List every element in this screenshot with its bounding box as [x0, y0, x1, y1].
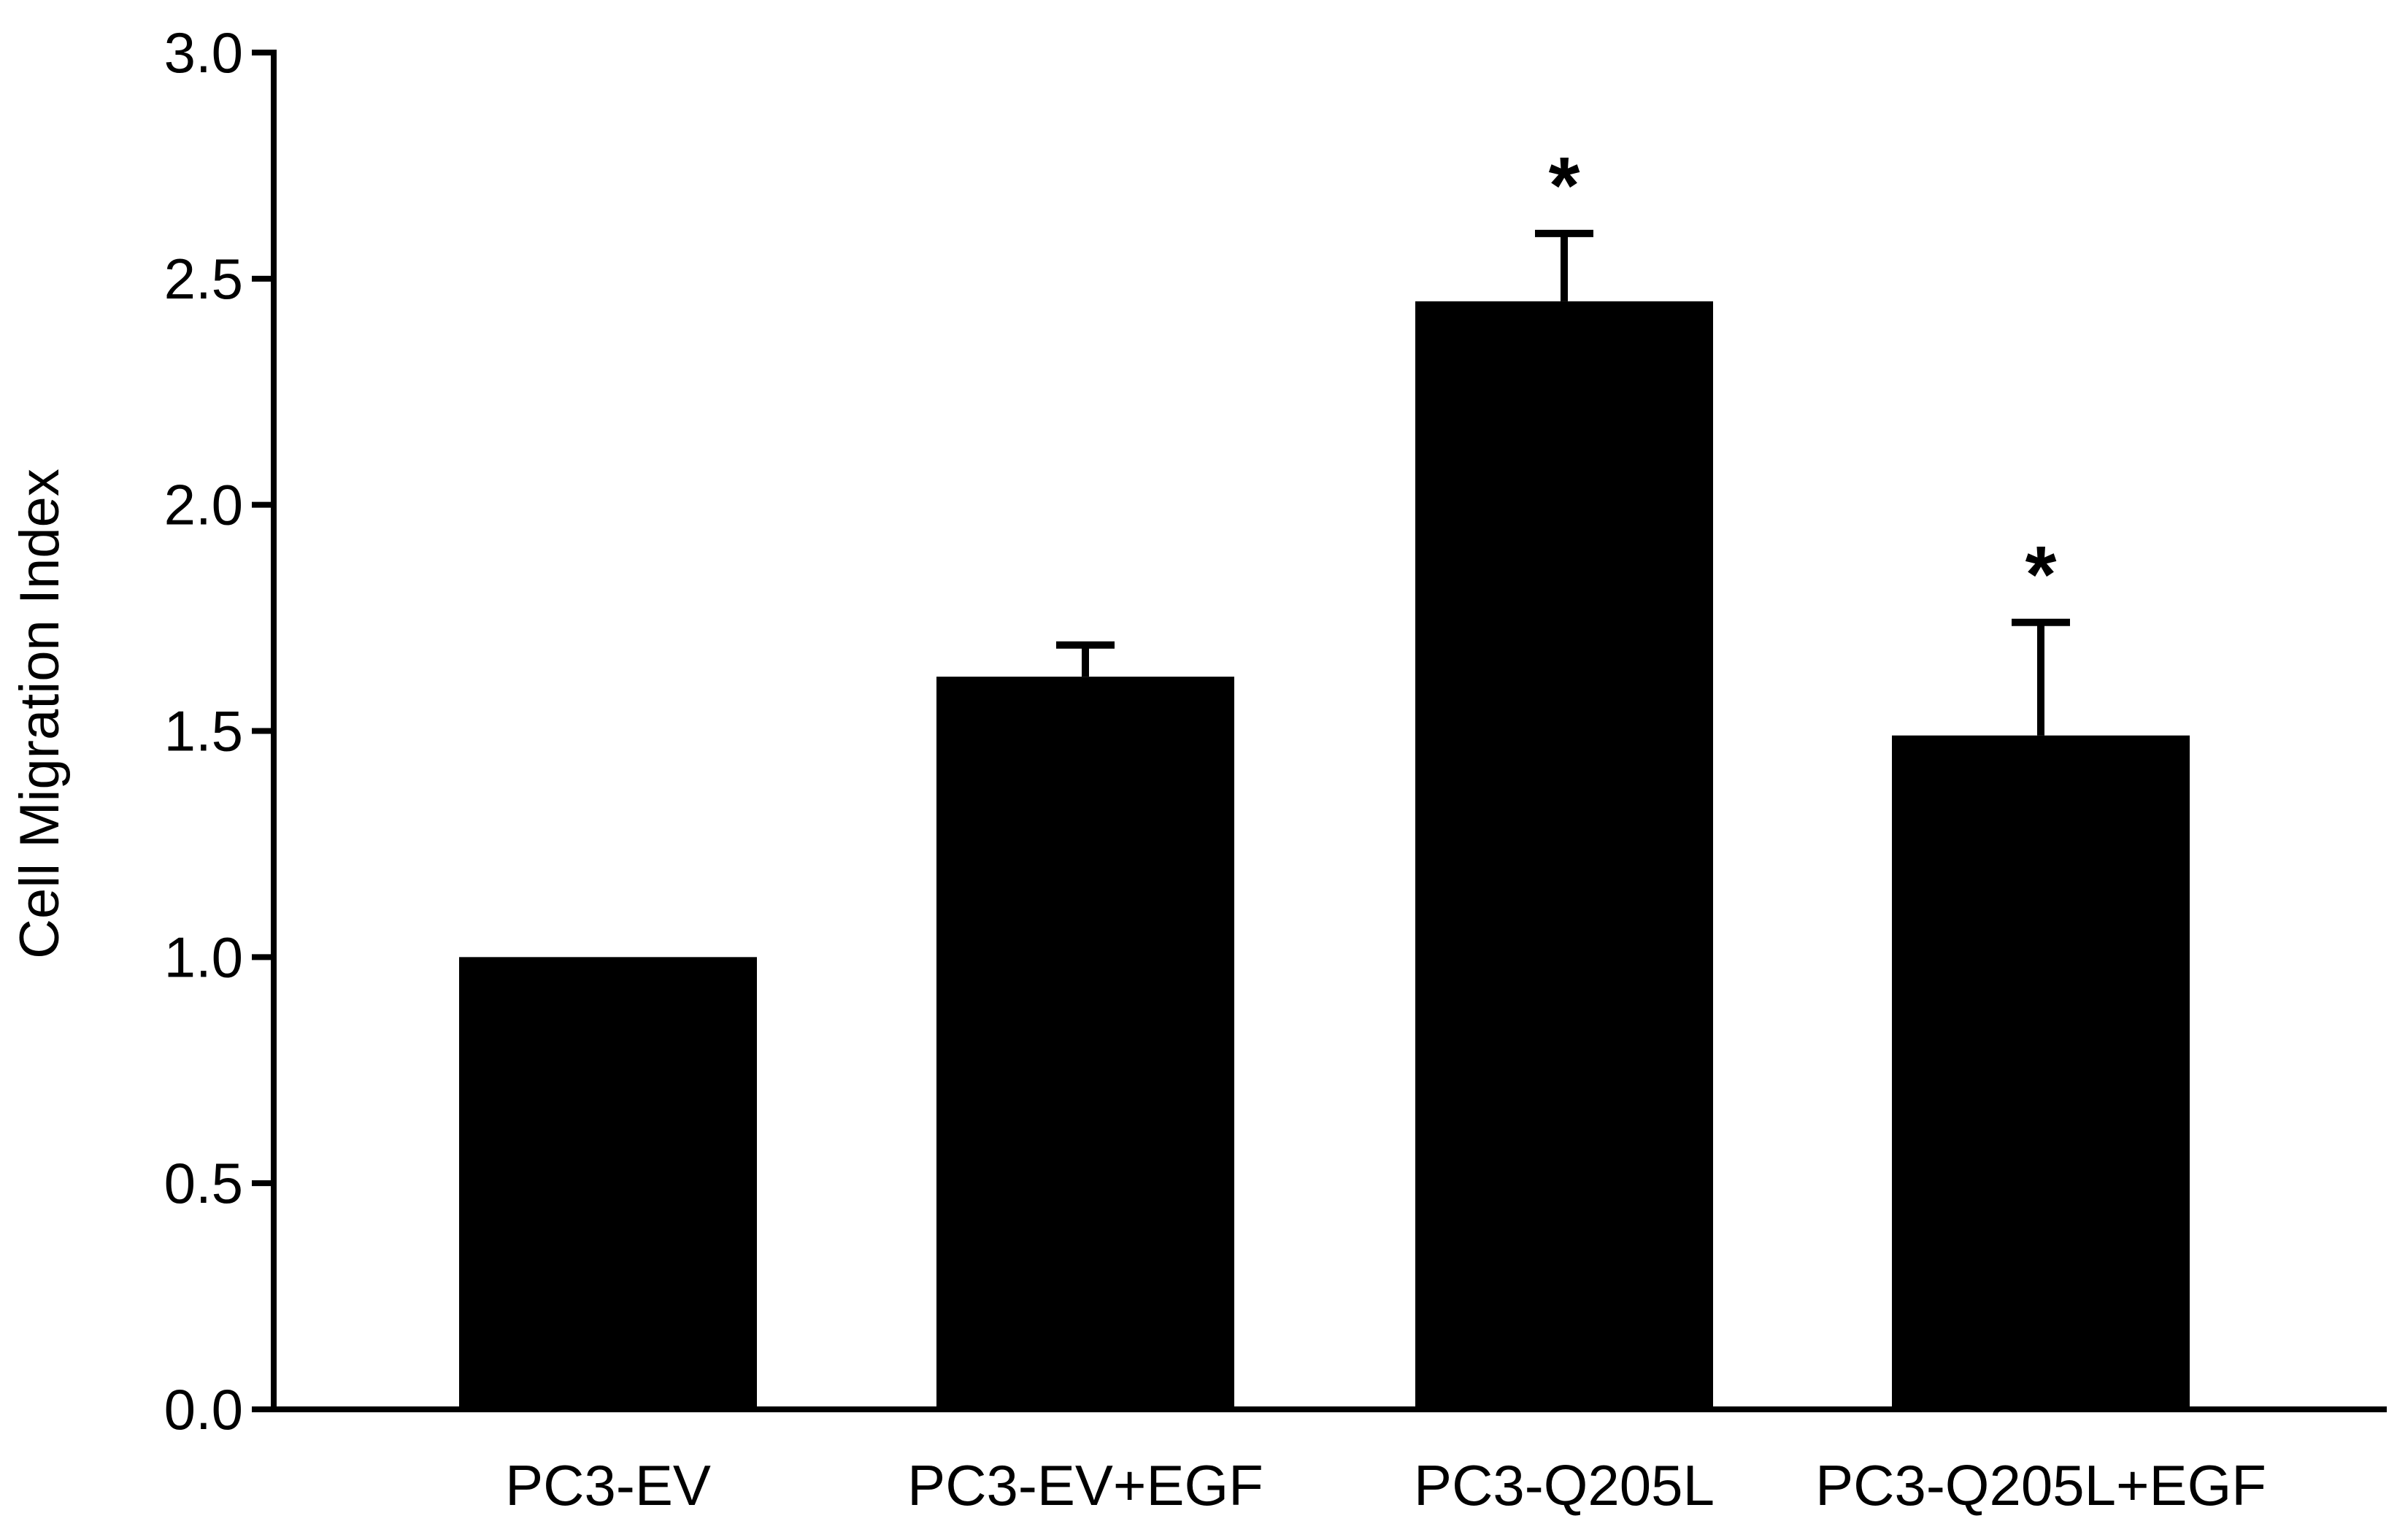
category-labels: PC3-EV PC3-EV+EGF PC3-Q205L PC3-Q205L+EGF [505, 1453, 2266, 1517]
significance-star-2: * [1549, 141, 1580, 231]
bar-1 [936, 677, 1234, 1409]
y-tick-label: 3.0 [164, 20, 243, 85]
significance-marks: ** [1549, 141, 2057, 620]
category-label-2: PC3-Q205L [1414, 1453, 1715, 1517]
y-tick-label: 2.0 [164, 473, 243, 537]
bars [459, 301, 2190, 1410]
y-tick-label: 1.5 [164, 699, 243, 763]
bar-2 [1415, 301, 1713, 1410]
y-tick-label: 0.5 [164, 1151, 243, 1215]
y-axis-title: Cell Migration Index [9, 469, 71, 959]
y-tick-label: 1.0 [164, 925, 243, 989]
y-tick-label: 2.5 [164, 247, 243, 311]
y-axis-ticks: 0.0 0.5 1.0 1.5 2.0 2.5 3.0 [164, 20, 274, 1441]
category-label-3: PC3-Q205L+EGF [1815, 1453, 2266, 1517]
significance-star-3: * [2025, 530, 2057, 620]
bar-3 [1892, 735, 2190, 1409]
category-label-0: PC3-EV [505, 1453, 711, 1517]
bar-0 [459, 957, 757, 1409]
error-bars [1056, 229, 2070, 736]
category-label-1: PC3-EV+EGF [907, 1453, 1263, 1517]
y-tick-label: 0.0 [164, 1377, 243, 1441]
